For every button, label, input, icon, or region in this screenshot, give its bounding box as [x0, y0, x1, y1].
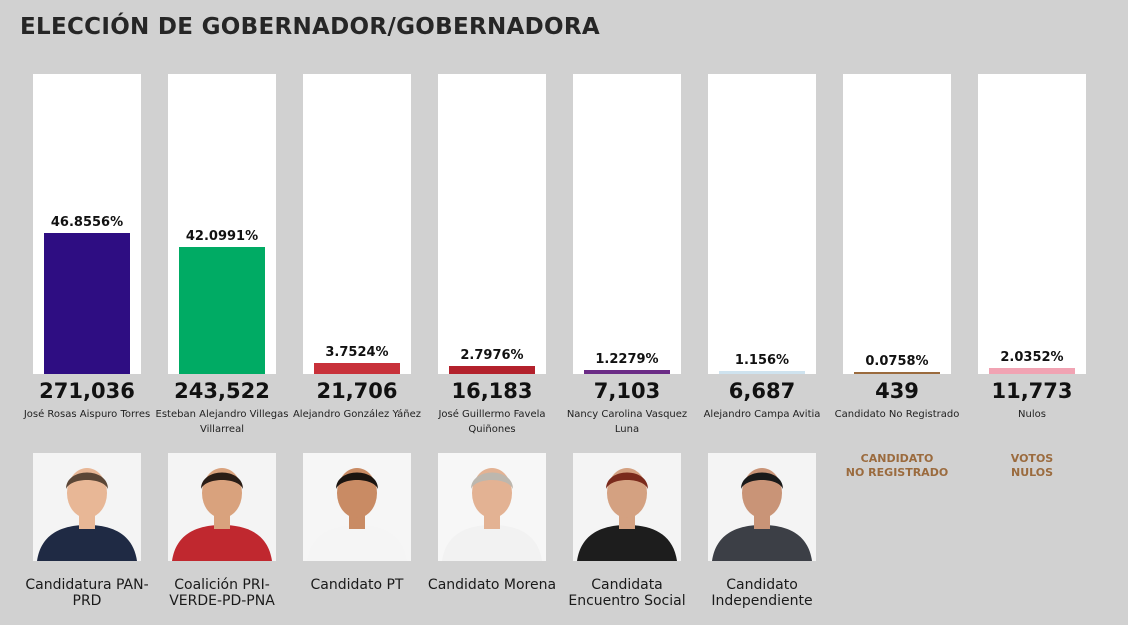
party-label: Candidato Morena: [427, 577, 557, 593]
vote-count: 243,522: [174, 379, 270, 403]
candidate-column: 1.156% 6,687 Alejandro Campa Avitia Candida…: [704, 0, 820, 625]
candidate-column: 0.0758% 439 Candidato No Registrado CANDIDA…: [835, 0, 959, 625]
party-label: Coalición PRI-VERDE-PD-PNA: [169, 577, 275, 609]
candidate-photo: [168, 453, 276, 561]
party-label: Candidato Independiente: [711, 577, 813, 609]
candidate-photo: [33, 453, 141, 561]
bar-panel: 1.2279%: [573, 74, 681, 374]
candidate-column: 1.2279% 7,103 Nancy Carolina Vasquez Luna C…: [567, 0, 687, 625]
bar-panel: 2.7976%: [438, 74, 546, 374]
candidate-photo: [573, 453, 681, 561]
bar[interactable]: [989, 368, 1075, 374]
candidate-column: 42.0991% 243,522 Esteban Alejandro Villega…: [156, 0, 288, 625]
bar[interactable]: [449, 366, 535, 374]
percentage-label: 2.7976%: [460, 348, 524, 363]
percentage-label: 46.8556%: [50, 215, 124, 230]
candidate-photo: [303, 453, 411, 561]
vote-count: 11,773: [991, 379, 1073, 403]
party-label: Candidatura PAN-PRD: [25, 577, 149, 609]
bar-panel: 1.156%: [708, 74, 816, 374]
candidate-name: José Guillermo Favela Quiñones: [438, 409, 546, 435]
candidate-name: Candidato No Registrado: [834, 409, 960, 420]
candidate-name: Nulos: [1018, 409, 1046, 420]
candidate-column: 46.8556% 271,036 José Rosas Aispuro Torres…: [24, 0, 150, 625]
bar[interactable]: [44, 233, 130, 374]
bar-panel: 2.0352%: [978, 74, 1086, 374]
vote-count: 7,103: [593, 379, 661, 403]
percentage-label: 3.7524%: [325, 345, 389, 360]
bar[interactable]: [719, 371, 805, 374]
percentage-label: 2.0352%: [1000, 350, 1064, 365]
candidate-column: 2.0352% 11,773 Nulos VOTOS NULOS: [978, 0, 1086, 625]
special-category-label: CANDIDATO NO REGISTRADO: [845, 452, 949, 479]
candidate-name: Alejandro Campa Avitia: [703, 409, 821, 420]
candidate-photo: [708, 453, 816, 561]
percentage-label: 1.2279%: [595, 352, 659, 367]
candidate-name: José Rosas Aispuro Torres: [23, 409, 151, 420]
bar[interactable]: [854, 372, 940, 374]
percentage-label: 42.0991%: [185, 229, 259, 244]
vote-count: 439: [875, 379, 919, 403]
vote-count: 6,687: [728, 379, 796, 403]
party-label: Candidata Encuentro Social: [568, 577, 686, 609]
page-title: ELECCIÓN DE GOBERNADOR/GOBERNADORA: [20, 14, 600, 40]
bar-panel: 3.7524%: [303, 74, 411, 374]
vote-count: 21,706: [316, 379, 398, 403]
vote-count: 16,183: [451, 379, 533, 403]
vote-count: 271,036: [39, 379, 135, 403]
candidate-column: 2.7976% 16,183 José Guillermo Favela Quiño…: [428, 0, 556, 625]
candidate-name: Esteban Alejandro Villegas Villarreal: [155, 409, 289, 435]
party-label: Candidato PT: [310, 577, 404, 593]
special-category-label: VOTOS NULOS: [1010, 452, 1054, 479]
candidate-name: Alejandro González Yáñez: [292, 409, 422, 420]
percentage-label: 0.0758%: [865, 354, 929, 369]
percentage-label: 1.156%: [734, 353, 790, 368]
bar[interactable]: [584, 370, 670, 374]
candidate-photo: [438, 453, 546, 561]
bar-panel: 46.8556%: [33, 74, 141, 374]
bar-panel: 42.0991%: [168, 74, 276, 374]
bar[interactable]: [314, 363, 400, 374]
bar-panel: 0.0758%: [843, 74, 951, 374]
candidate-name: Nancy Carolina Vasquez Luna: [566, 409, 688, 435]
bar[interactable]: [179, 247, 265, 374]
candidate-column: 3.7524% 21,706 Alejandro González Yáñez Can…: [293, 0, 421, 625]
